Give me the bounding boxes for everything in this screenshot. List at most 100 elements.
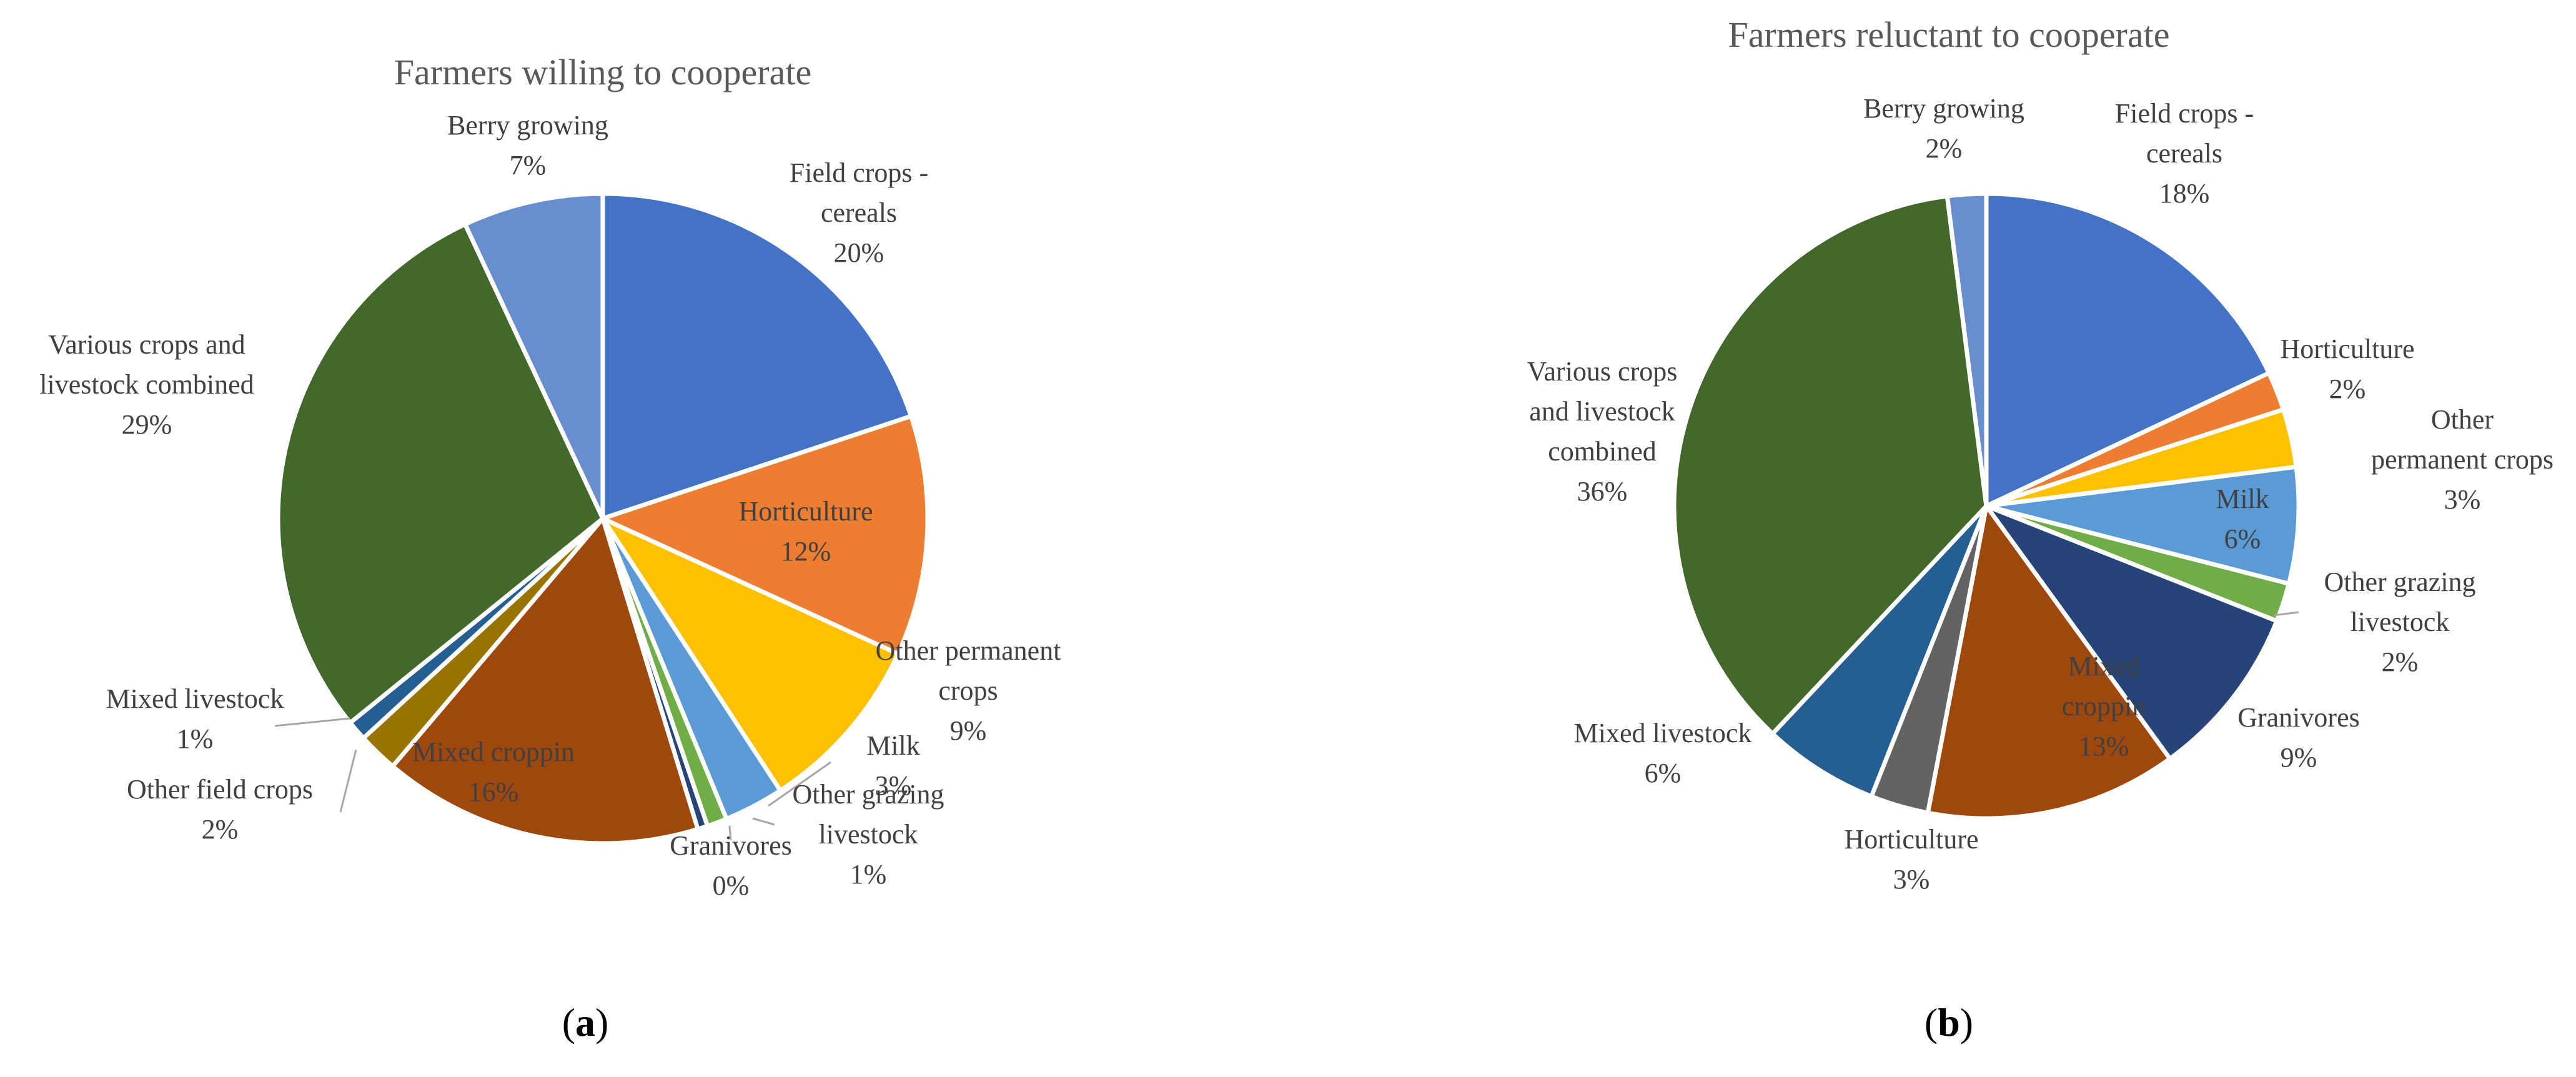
leader-line [752,817,775,826]
category-label: Mixed croppin [412,737,575,767]
pie-slice-mixed-livestock [1770,504,1989,799]
value-label: 7% [510,150,547,181]
value-label: 16% [468,777,519,807]
data-label-milk: Milk 6% [2216,484,2269,554]
pie-slice-milk [1984,464,2301,586]
pie-labels-reluctant: Field crops -cereals 18%Horticulture 2%Oth… [1527,93,2554,895]
data-label-other-permanent-crops: Other permanent crops 3% [2371,404,2554,515]
category-label: livestock [2351,607,2450,637]
pie-slice-horticulture [600,414,930,657]
data-label-granivores: Granivores 9% [2237,702,2360,773]
value-label: 9% [950,715,987,746]
category-label: Granivores [2237,702,2360,733]
value-label: 2% [2329,374,2366,404]
value-label: 2% [202,814,239,845]
leader-line [2273,611,2299,617]
category-label: Various crops [1527,356,1678,387]
value-label: 3% [875,770,912,801]
category-label: cereals [2146,138,2222,169]
category-label: Mixed livestock [106,683,284,714]
value-label: 0% [713,870,750,901]
category-label: permanent crops [2371,444,2554,475]
category-label: crops [938,675,998,706]
category-label: Horticulture [2280,334,2414,364]
pie-slice-various-crops-and-livestock-combined [1672,194,1989,736]
pie-slices-reluctant [1672,191,2301,821]
value-label: 3% [2444,484,2481,515]
chart-title-willing: Farmers willing to cooperate [394,52,811,92]
pie-slice-other-permanent-crops [600,516,901,793]
pie-slice-field-crops-cereals [1984,191,2271,509]
category-label: cereals [821,197,897,228]
value-label: 20% [834,237,884,268]
data-label-other-grazing-livestock: Other grazing livestock 2% [2324,567,2475,677]
data-label-milk: Milk 3% [866,730,920,801]
category-label: croppin [2062,691,2146,722]
value-label: 13% [2079,731,2129,762]
data-label-mixed-livestock: Mixed livestock 6% [1574,718,1752,788]
category-label: Milk [2216,484,2269,514]
pie-slices-willing [275,191,930,846]
value-label: 1% [850,859,887,890]
value-label: 9% [2281,742,2317,773]
value-label: 2% [2382,647,2419,677]
category-label: livestock combined [39,369,254,400]
data-label-granivores: Granivores 0% [670,830,792,901]
leader-line [274,717,350,727]
value-label: 12% [781,536,831,567]
category-label: Other grazing [792,779,944,810]
pie-slice-field-crops-cereals [600,191,914,521]
data-label-various-crops-and-livestock-combined: Various crops and livestock combined 36% [1527,356,1678,507]
data-label-horticulture: Horticulture 12% [738,496,873,567]
data-label-other-permanent-crops: Other permanent crops 9% [876,635,1061,746]
category-label: Field crops - [2115,98,2254,129]
data-label-field-crops-cereals: Field crops - cereals 18% [2115,98,2254,209]
pie-slice-mixed-croppin [1925,504,2172,821]
category-label: Mixed livestock [1574,718,1752,748]
data-label-berry-growing: Berry growing 2% [1863,93,2024,164]
chart-title-reluctant: Farmers reluctant to cooperate [1728,14,2170,55]
value-label: 6% [2224,524,2261,554]
data-label-berry-growing: Berry growing 7% [447,110,608,181]
category-label: Horticulture [738,496,873,527]
pie-slice-mixed-croppin [390,516,700,846]
category-label: Berry growing [1863,93,2024,124]
category-label: Other grazing [2324,567,2475,597]
value-label: 2% [1926,133,1963,164]
value-label: 18% [2159,178,2210,209]
value-label: 1% [177,723,214,754]
value-label: 36% [1577,476,1628,507]
category-label: Other [2431,404,2494,435]
pie-labels-willing: Field crops - cereals 20% Horticulture 12% Ot… [39,110,1061,901]
leader-line [768,761,831,807]
category-label: Horticulture [1844,824,1978,855]
pie-slice-granivores [1984,504,2279,762]
category-label: Granivores [670,830,792,861]
category-label: Other permanent [876,635,1061,666]
panel-label-b: (b) [1925,1000,1973,1045]
value-label: 6% [1645,758,1682,788]
data-label-mixed-croppin: Mixed croppin 16% [412,737,575,807]
data-label-other-grazing-livestock: Other grazing livestock 1% [792,779,944,890]
category-label: Other field crops [127,774,313,805]
data-label-mixed-croppin: Mixed croppin 13% [2062,651,2146,762]
data-label-other-field-crops: Other field crops 2% [127,774,313,845]
data-label-horticulture: Horticulture 2% [2280,334,2414,404]
category-label: Milk [866,730,920,761]
category-label: livestock [819,819,918,850]
pie-chart-reluctant: Farmers reluctant to cooperate Field cro… [1527,14,2554,1045]
pie-chart-willing: Farmers willing to cooperate Field crops… [39,52,1061,1045]
data-label-mixed-livestock: Mixed livestock 1% [106,683,284,754]
pie-slice-berry-growing [1944,191,1989,509]
pie-slice-berry-growing [463,191,605,521]
category-label: and livestock [1529,396,1675,427]
category-label: Mixed [2068,651,2140,682]
category-label: Berry growing [447,110,608,141]
panel-label-a: (a) [562,1000,609,1045]
data-label-horticulture: Horticulture 3% [1844,824,1978,895]
value-label: 3% [1893,864,1930,895]
category-label: combined [1548,436,1657,467]
value-label: 29% [122,409,172,440]
category-label: Various crops and [48,329,245,360]
